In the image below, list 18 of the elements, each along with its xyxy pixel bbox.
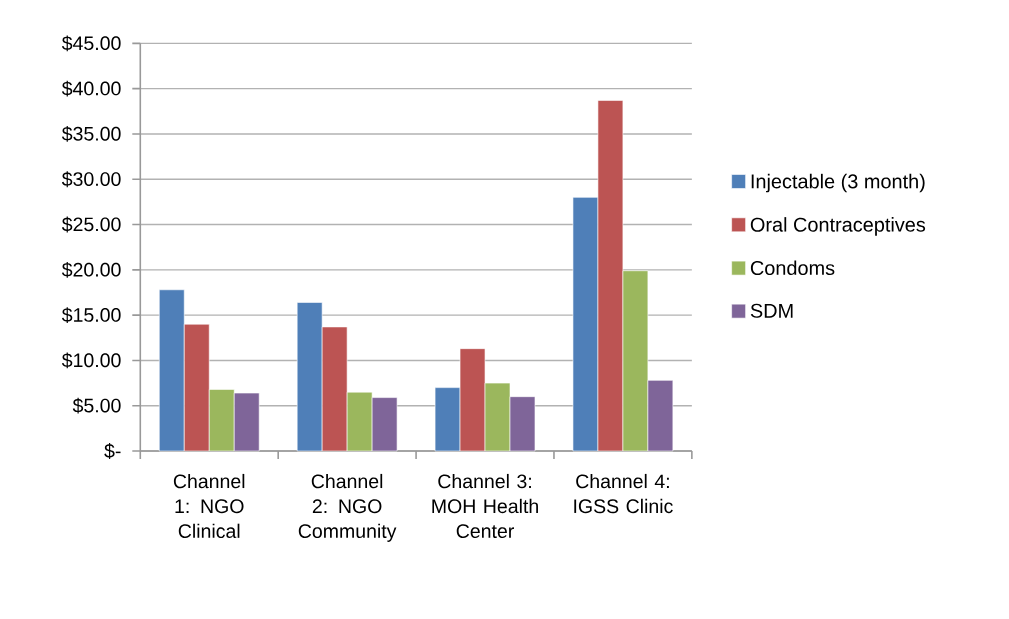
x-tick-label: Channel 2: NGO Community [298, 473, 397, 542]
legend-label: Injectable (3 month) [751, 173, 925, 193]
y-tick-label: $40.00 [61, 80, 121, 97]
y-tick-label: $30.00 [61, 171, 121, 187]
y-tick-label: $20.00 [61, 261, 121, 278]
y-tick-label: $- [104, 442, 121, 459]
x-tick-label: Channel 1: NGO Clinical [173, 473, 245, 538]
y-tick-label: $35.00 [61, 125, 121, 142]
legend-label: SDM [750, 303, 793, 318]
x-tick-label: Channel 4: IGSS Clinic [574, 473, 673, 513]
y-tick-label: $45.00 [61, 35, 121, 52]
x-tick-label: Channel 3: MOH Health Center [432, 473, 538, 538]
y-tick-label: $15.00 [61, 307, 121, 323]
y-tick-label: $10.00 [61, 352, 121, 369]
legend-label: Oral Contraceptives [750, 216, 926, 236]
y-tick-label: $25.00 [61, 216, 121, 233]
legend-label: Condoms [750, 260, 835, 275]
y-tick-label: $5.00 [72, 397, 121, 414]
